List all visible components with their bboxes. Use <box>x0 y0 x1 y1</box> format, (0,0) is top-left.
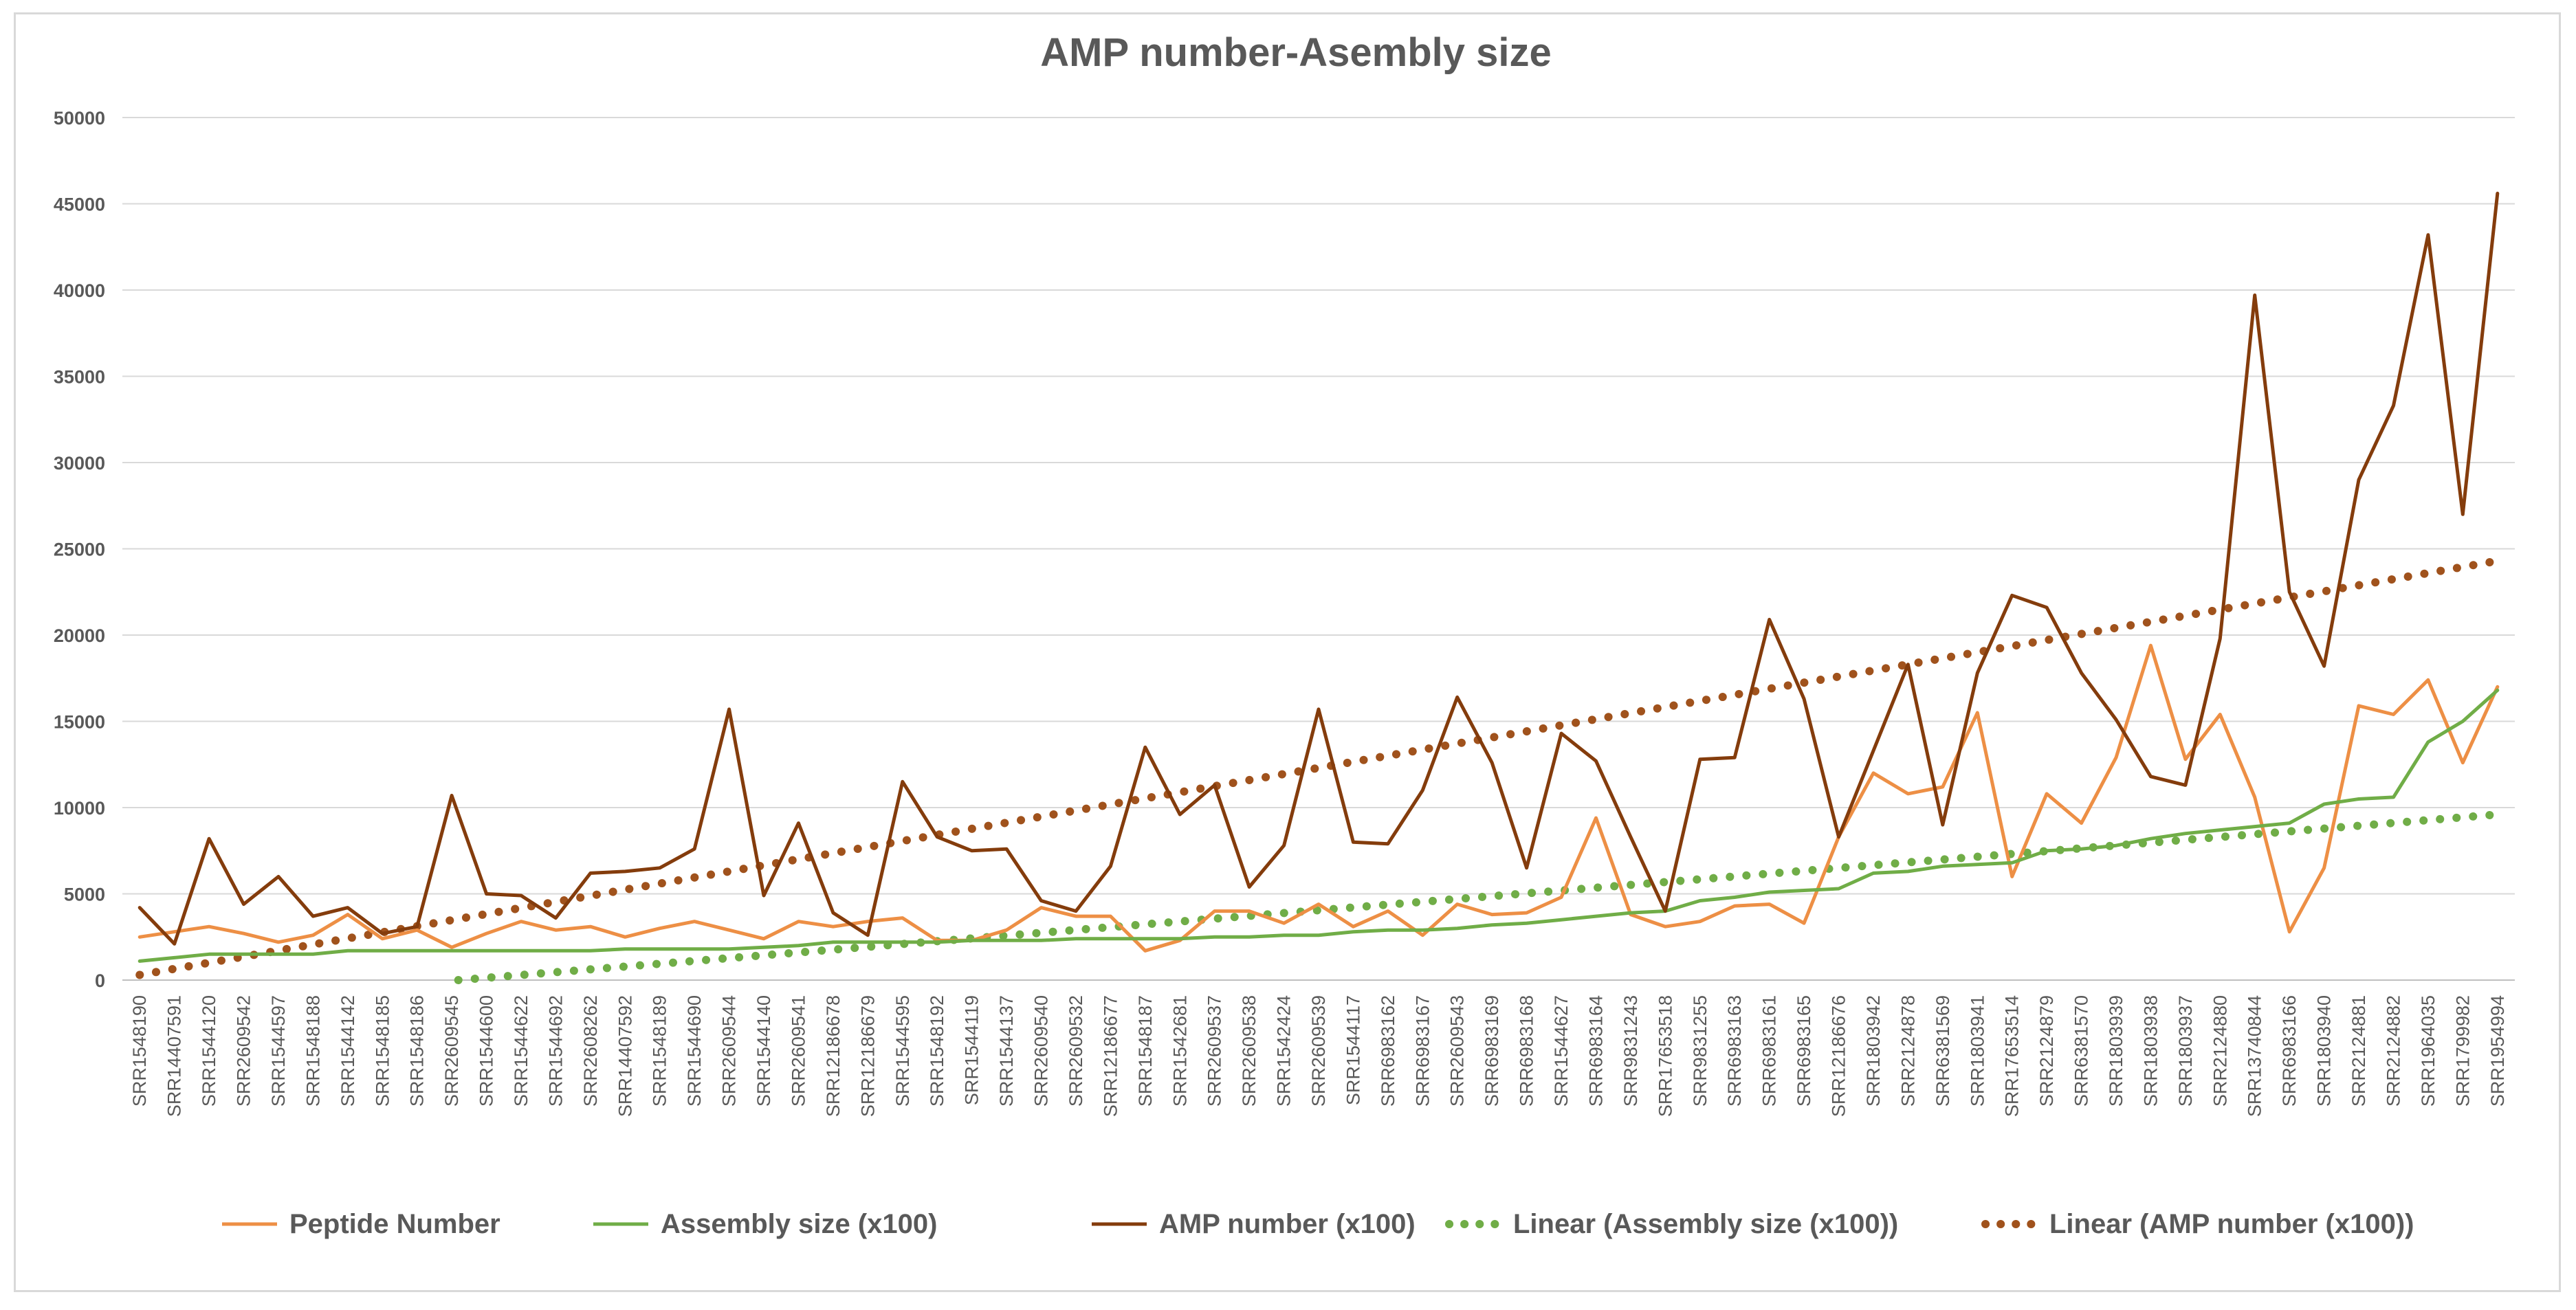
x-tick-label: SRR1544120 <box>199 995 219 1107</box>
y-tick-label: 5000 <box>64 885 105 905</box>
y-tick-label: 45000 <box>54 195 105 215</box>
x-tick-label: SRR9831255 <box>1690 995 1710 1107</box>
x-tick-label: SRR1803937 <box>2175 995 2196 1107</box>
series-lines <box>137 191 2500 963</box>
chart-title: AMP number-Asembly size <box>1040 30 1551 75</box>
x-tick-label: SRR2609541 <box>788 995 808 1107</box>
x-tick-label: SRR1544595 <box>892 995 913 1107</box>
x-tick-label: SRR1803942 <box>1863 995 1884 1107</box>
y-tick-label: 35000 <box>54 367 105 388</box>
series-line-2 <box>137 191 2500 946</box>
x-axis: SRR1548190 SRR14407591 SRR1544120 SRR260954… <box>122 979 2515 1117</box>
x-tick-label: SRR1542424 <box>1274 995 1295 1107</box>
series-line-0 <box>137 643 2500 953</box>
x-tick-label: SRR14407592 <box>615 995 635 1117</box>
x-tick-label: SRR6381569 <box>1933 995 1953 1107</box>
legend-label: Assembly size (x100) <box>661 1209 937 1239</box>
x-tick-label: SRR6983168 <box>1517 995 1537 1107</box>
x-tick-label: SRR2609543 <box>1447 995 1468 1107</box>
x-tick-label: SRR2609538 <box>1239 995 1259 1107</box>
y-tick-label: 15000 <box>54 712 105 733</box>
x-tick-label: SRR12186678 <box>823 995 844 1117</box>
x-tick-label: SRR1542681 <box>1169 995 1190 1107</box>
x-tick-label: SRR6983165 <box>1794 995 1814 1107</box>
x-tick-label: SRR12186676 <box>1829 995 1849 1117</box>
x-tick-label: SRR1803940 <box>2314 995 2335 1107</box>
x-tick-label: SRR12186679 <box>857 995 878 1117</box>
x-tick-label: SRR2609537 <box>1204 995 1225 1107</box>
legend-label: Linear (Assembly size (x100)) <box>1513 1209 1898 1239</box>
x-tick-label: SRR2609539 <box>1308 995 1329 1107</box>
x-tick-label: SRR6983166 <box>2279 995 2300 1107</box>
legend-label: AMP number (x100) <box>1159 1209 1416 1239</box>
x-tick-label: SRR6983169 <box>1482 995 1502 1107</box>
y-axis: 0 5000 10000 15000 20000 25000 30000 35000 40000… <box>54 108 105 991</box>
x-tick-label: SRR2124882 <box>2383 995 2403 1107</box>
x-tick-label: SRR1548186 <box>407 995 428 1107</box>
x-tick-label: SRR12186677 <box>1100 995 1121 1117</box>
trendline-4 <box>135 557 2502 979</box>
x-tick-label: SRR1544140 <box>753 995 774 1107</box>
x-tick-label: SRR2124881 <box>2348 995 2369 1107</box>
x-tick-label: SRR6381570 <box>2071 995 2092 1107</box>
x-tick-label: SRR1544622 <box>511 995 531 1107</box>
x-tick-label: SRR1964035 <box>2418 995 2439 1107</box>
legend-label: Peptide Number <box>289 1209 500 1239</box>
x-tick-label: SRR1544600 <box>476 995 497 1107</box>
x-tick-label: SRR17653514 <box>2002 995 2023 1117</box>
trendlines <box>135 557 2502 984</box>
x-tick-label: SRR6983163 <box>1724 995 1745 1107</box>
x-tick-label: SRR2609532 <box>1066 995 1086 1107</box>
x-tick-label: SRR1544597 <box>268 995 289 1107</box>
x-tick-label: SRR1544142 <box>338 995 358 1107</box>
x-tick-label: SRR2124880 <box>2210 995 2230 1107</box>
x-tick-label: SRR1544692 <box>545 995 566 1107</box>
x-tick-label: SRR1954994 <box>2487 995 2508 1107</box>
x-tick-label: SRR2609545 <box>441 995 462 1107</box>
x-tick-label: SRR1544119 <box>962 995 982 1105</box>
x-tick-label: SRR6983167 <box>1412 995 1433 1107</box>
x-tick-label: SRR1799982 <box>2452 995 2473 1107</box>
x-tick-label: SRR6983161 <box>1759 995 1780 1107</box>
x-tick-label: SRR1803938 <box>2140 995 2161 1107</box>
y-tick-label: 0 <box>95 970 105 991</box>
x-tick-label: SRR1548187 <box>1135 995 1156 1107</box>
x-tick-label: SRR17653518 <box>1655 995 1675 1117</box>
x-tick-label: SRR9831243 <box>1620 995 1641 1107</box>
x-tick-label: SRR2608262 <box>580 995 601 1107</box>
x-tick-label: SRR14407591 <box>164 995 185 1117</box>
chart: AMP number-Asembly size 0 5000 10000 15000 2… <box>54 30 2515 1239</box>
y-tick-label: 25000 <box>54 540 105 560</box>
x-tick-label: SRR2609544 <box>719 995 740 1107</box>
y-tick-label: 20000 <box>54 625 105 646</box>
x-tick-label: SRR1803939 <box>2106 995 2126 1107</box>
x-tick-label: SRR1803941 <box>1967 995 1988 1107</box>
gridlines <box>122 117 2515 895</box>
x-tick-label: SRR2609542 <box>234 995 254 1107</box>
legend: Peptide Number Assembly size (x100) AMP nu… <box>222 1209 2414 1239</box>
x-tick-label: SRR6983162 <box>1378 995 1398 1107</box>
x-tick-label: SRR1548192 <box>927 995 947 1107</box>
x-tick-label: SRR1544627 <box>1551 995 1572 1107</box>
x-tick-label: SRR1548190 <box>129 995 150 1107</box>
chart-frame: AMP number-Asembly size 0 5000 10000 15000 2… <box>14 12 2561 1292</box>
series-line-1 <box>137 688 2500 963</box>
y-tick-label: 40000 <box>54 280 105 301</box>
x-tick-label: SRR1544117 <box>1343 995 1363 1105</box>
x-tick-label: SRR1548189 <box>650 995 670 1107</box>
y-tick-label: 10000 <box>54 798 105 819</box>
x-tick-label: SRR2124878 <box>1897 995 1918 1107</box>
x-tick-label: SRR6983164 <box>1585 995 1606 1107</box>
x-tick-label: SRR1544137 <box>996 995 1017 1107</box>
x-tick-label: SRR2609540 <box>1031 995 1052 1107</box>
x-tick-label: SRR13740844 <box>2245 995 2265 1117</box>
trendline-3 <box>454 810 2502 984</box>
x-tick-label: SRR1548185 <box>372 995 393 1107</box>
x-tick-label: SRR1544690 <box>684 995 705 1107</box>
legend-label: Linear (AMP number (x100)) <box>2049 1209 2414 1239</box>
x-tick-label: SRR2124879 <box>2036 995 2057 1107</box>
y-tick-label: 50000 <box>54 108 105 129</box>
y-tick-label: 30000 <box>54 453 105 474</box>
x-tick-label: SRR1548188 <box>302 995 323 1107</box>
